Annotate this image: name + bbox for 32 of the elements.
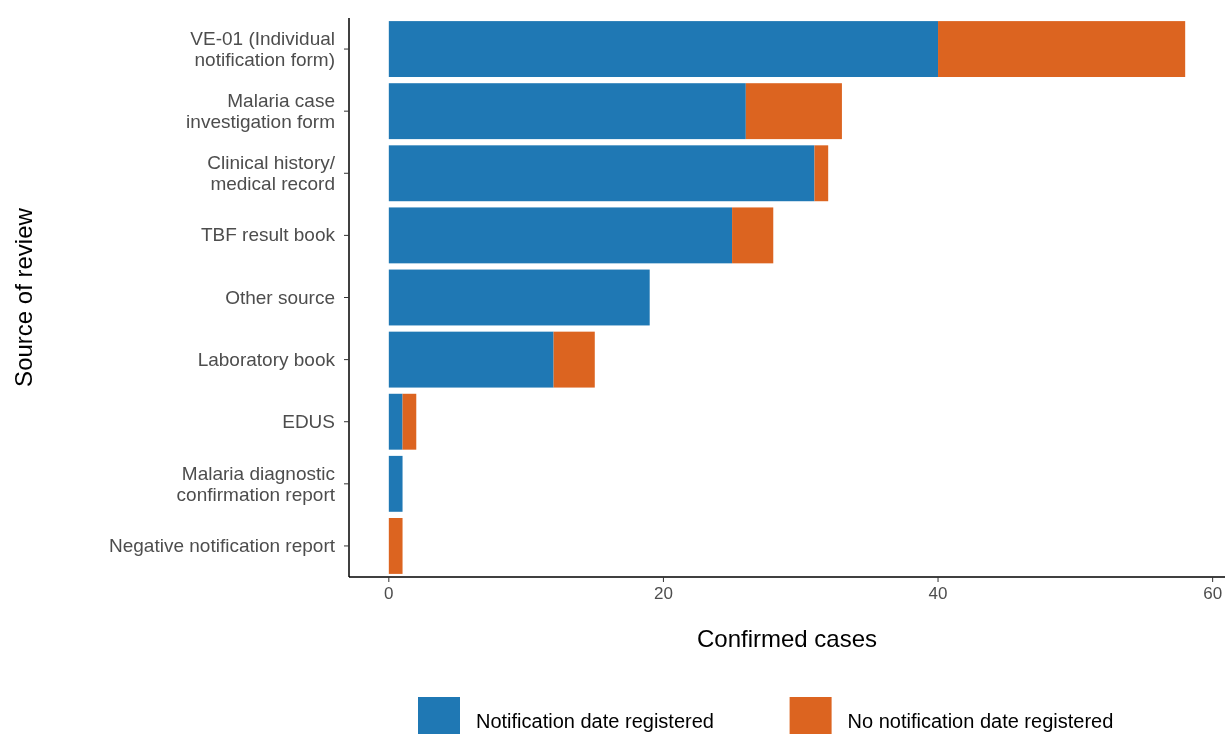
x-tick-label: 0 [384, 584, 394, 603]
bar [388, 21, 939, 78]
bar [388, 269, 650, 326]
y-tick-label: Other source [225, 286, 335, 308]
x-axis-title: Confirmed cases [696, 625, 878, 652]
bar [388, 331, 554, 388]
legend-label: Notification date registered [476, 710, 714, 732]
y-tick-label: Malaria case investigation form [186, 90, 335, 133]
y-tick-label: EDUS [282, 410, 335, 432]
y-tick-label: Laboratory book [197, 348, 336, 370]
y-axis-title: Source of review [10, 207, 37, 387]
legend-label: No notification date registered [847, 710, 1114, 732]
bar [402, 393, 417, 450]
x-tick-label: 20 [653, 584, 673, 603]
y-tick-label: Negative notification report [108, 534, 336, 556]
y-tick-label: Clinical history/ medical record [207, 152, 336, 195]
bar [388, 207, 733, 264]
bar [388, 393, 403, 450]
bar [745, 83, 842, 140]
bar [388, 145, 815, 202]
y-tick-label: VE-01 (Individual notification form) [190, 28, 335, 71]
x-tick-label: 60 [1203, 584, 1223, 603]
bar [553, 331, 595, 388]
bar [388, 517, 403, 574]
bar [388, 83, 746, 140]
bar [938, 21, 1186, 78]
y-tick-label: TBF result book [200, 224, 336, 246]
bar [814, 145, 829, 202]
bar [732, 207, 774, 264]
bar [388, 455, 403, 512]
x-tick-label: 40 [928, 584, 948, 603]
y-tick-label: Malaria diagnostic confirmation report [176, 462, 336, 505]
